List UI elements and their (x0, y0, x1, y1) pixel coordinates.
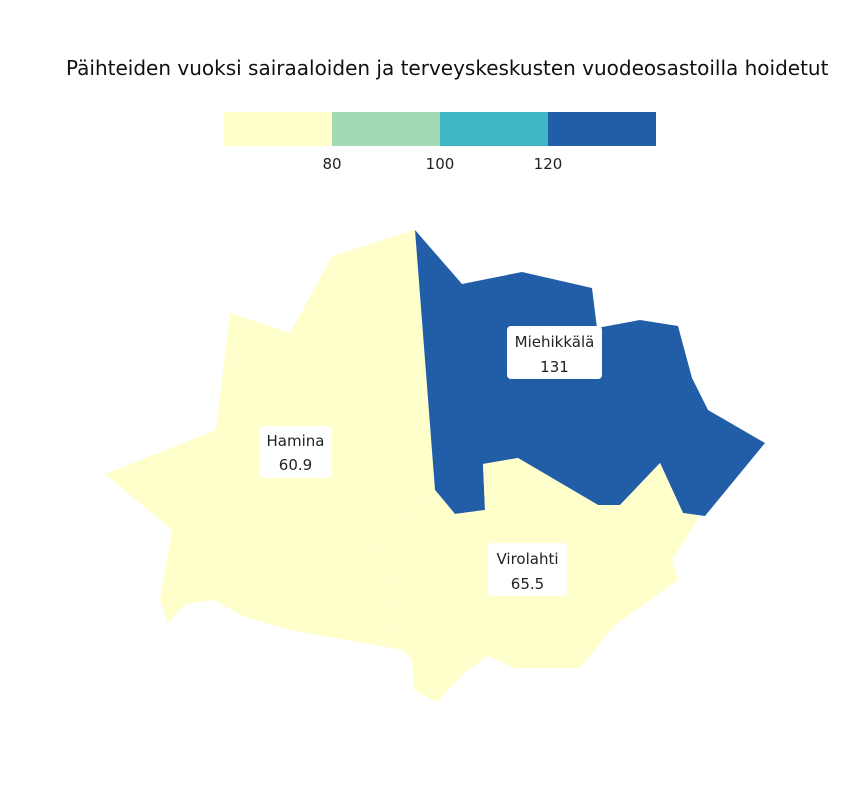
legend: 80 100 120 (224, 112, 656, 173)
map-label-virolahti: Virolahti 65.5 (488, 543, 567, 596)
legend-tick-3: 120 (534, 155, 563, 173)
legend-swatch-3 (440, 112, 548, 146)
map-label-value: 131 (540, 358, 569, 376)
map-label-box (259, 426, 332, 478)
legend-tick-2: 100 (426, 155, 455, 173)
map-label-box (488, 543, 567, 596)
legend-swatch-2 (332, 112, 440, 146)
map-label-miehikkala: Miehikkälä 131 (507, 326, 602, 379)
map-title: Päihteiden vuoksi sairaaloiden ja tervey… (66, 56, 829, 80)
map-label-name: Hamina (267, 432, 325, 450)
map-label-value: 60.9 (279, 456, 312, 474)
legend-swatch-1 (224, 112, 332, 146)
map-label-name: Miehikkälä (515, 333, 595, 351)
map-label-hamina: Hamina 60.9 (259, 426, 332, 478)
legend-swatch-4 (548, 112, 656, 146)
legend-tick-1: 80 (322, 155, 341, 173)
map-label-name: Virolahti (496, 550, 558, 568)
map-label-box (507, 326, 602, 379)
map-label-value: 65.5 (511, 575, 544, 593)
